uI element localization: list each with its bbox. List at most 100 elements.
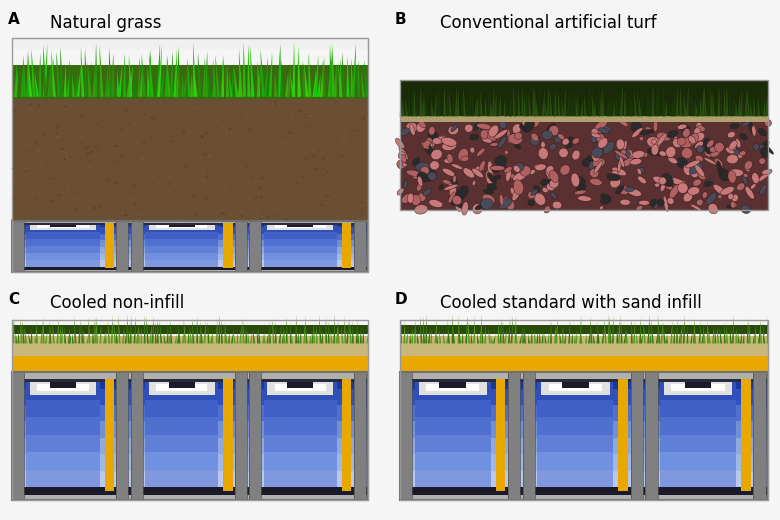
Polygon shape xyxy=(612,316,614,343)
Polygon shape xyxy=(755,99,757,116)
Ellipse shape xyxy=(14,180,16,181)
Polygon shape xyxy=(147,68,150,97)
Polygon shape xyxy=(228,332,230,343)
Polygon shape xyxy=(356,68,360,97)
Ellipse shape xyxy=(307,127,310,129)
Ellipse shape xyxy=(14,199,18,201)
Ellipse shape xyxy=(69,157,72,158)
Ellipse shape xyxy=(399,147,408,160)
Ellipse shape xyxy=(359,164,361,165)
Ellipse shape xyxy=(420,166,429,175)
Ellipse shape xyxy=(94,106,96,107)
Polygon shape xyxy=(724,322,725,343)
Ellipse shape xyxy=(157,184,160,185)
Ellipse shape xyxy=(708,203,718,214)
Ellipse shape xyxy=(108,157,110,158)
Ellipse shape xyxy=(612,171,618,177)
Polygon shape xyxy=(499,93,502,116)
Bar xyxy=(145,418,218,435)
Ellipse shape xyxy=(494,175,501,180)
Ellipse shape xyxy=(572,150,580,160)
Ellipse shape xyxy=(35,208,37,209)
Ellipse shape xyxy=(752,173,759,184)
Ellipse shape xyxy=(213,115,216,117)
Bar xyxy=(235,372,247,500)
Bar xyxy=(537,382,613,400)
Polygon shape xyxy=(303,60,306,97)
Ellipse shape xyxy=(708,179,714,183)
Ellipse shape xyxy=(243,186,245,187)
Polygon shape xyxy=(34,334,37,343)
Polygon shape xyxy=(429,101,431,116)
Polygon shape xyxy=(129,315,132,343)
Ellipse shape xyxy=(156,167,158,168)
Ellipse shape xyxy=(598,128,609,134)
Ellipse shape xyxy=(284,136,287,138)
Bar xyxy=(105,223,114,268)
Ellipse shape xyxy=(442,180,451,184)
Ellipse shape xyxy=(232,122,234,123)
Ellipse shape xyxy=(628,189,641,197)
Ellipse shape xyxy=(343,203,346,204)
Ellipse shape xyxy=(407,193,414,203)
Polygon shape xyxy=(516,328,518,343)
Polygon shape xyxy=(199,327,201,343)
Polygon shape xyxy=(474,99,477,116)
Bar xyxy=(264,470,337,487)
Ellipse shape xyxy=(65,152,67,153)
Polygon shape xyxy=(290,75,295,97)
Ellipse shape xyxy=(158,177,160,178)
Ellipse shape xyxy=(211,207,214,209)
Polygon shape xyxy=(118,64,122,97)
Ellipse shape xyxy=(729,169,743,176)
Ellipse shape xyxy=(594,161,603,174)
Ellipse shape xyxy=(133,203,137,205)
Polygon shape xyxy=(319,315,321,343)
Polygon shape xyxy=(746,323,749,343)
Ellipse shape xyxy=(112,147,114,148)
Polygon shape xyxy=(423,317,425,343)
Polygon shape xyxy=(109,48,112,97)
Polygon shape xyxy=(328,48,332,97)
Ellipse shape xyxy=(29,103,33,106)
Bar xyxy=(268,382,334,395)
Polygon shape xyxy=(597,321,600,343)
Ellipse shape xyxy=(355,129,356,131)
Polygon shape xyxy=(320,56,324,97)
Polygon shape xyxy=(85,48,87,97)
Polygon shape xyxy=(436,98,438,116)
Ellipse shape xyxy=(423,140,433,150)
Ellipse shape xyxy=(732,202,736,208)
Polygon shape xyxy=(98,74,101,97)
Ellipse shape xyxy=(451,124,458,132)
Polygon shape xyxy=(510,316,513,343)
Ellipse shape xyxy=(326,180,330,182)
Ellipse shape xyxy=(309,161,311,162)
Ellipse shape xyxy=(335,122,337,124)
Bar xyxy=(131,372,143,500)
Ellipse shape xyxy=(728,171,736,183)
Ellipse shape xyxy=(311,119,314,120)
Ellipse shape xyxy=(450,198,463,209)
Ellipse shape xyxy=(165,101,167,102)
Ellipse shape xyxy=(624,153,633,166)
Ellipse shape xyxy=(322,209,324,210)
Polygon shape xyxy=(205,51,208,97)
Ellipse shape xyxy=(683,192,693,202)
Polygon shape xyxy=(588,328,590,343)
Ellipse shape xyxy=(686,160,700,168)
Polygon shape xyxy=(28,55,32,97)
Polygon shape xyxy=(243,318,245,343)
Ellipse shape xyxy=(426,140,434,151)
Polygon shape xyxy=(160,320,162,343)
Bar xyxy=(12,220,368,223)
Bar xyxy=(264,225,337,232)
Ellipse shape xyxy=(490,142,498,146)
Ellipse shape xyxy=(762,142,774,154)
Ellipse shape xyxy=(335,98,338,100)
Ellipse shape xyxy=(357,164,359,165)
Ellipse shape xyxy=(298,110,302,113)
Bar xyxy=(12,320,368,500)
Polygon shape xyxy=(623,327,626,343)
Ellipse shape xyxy=(174,186,176,187)
